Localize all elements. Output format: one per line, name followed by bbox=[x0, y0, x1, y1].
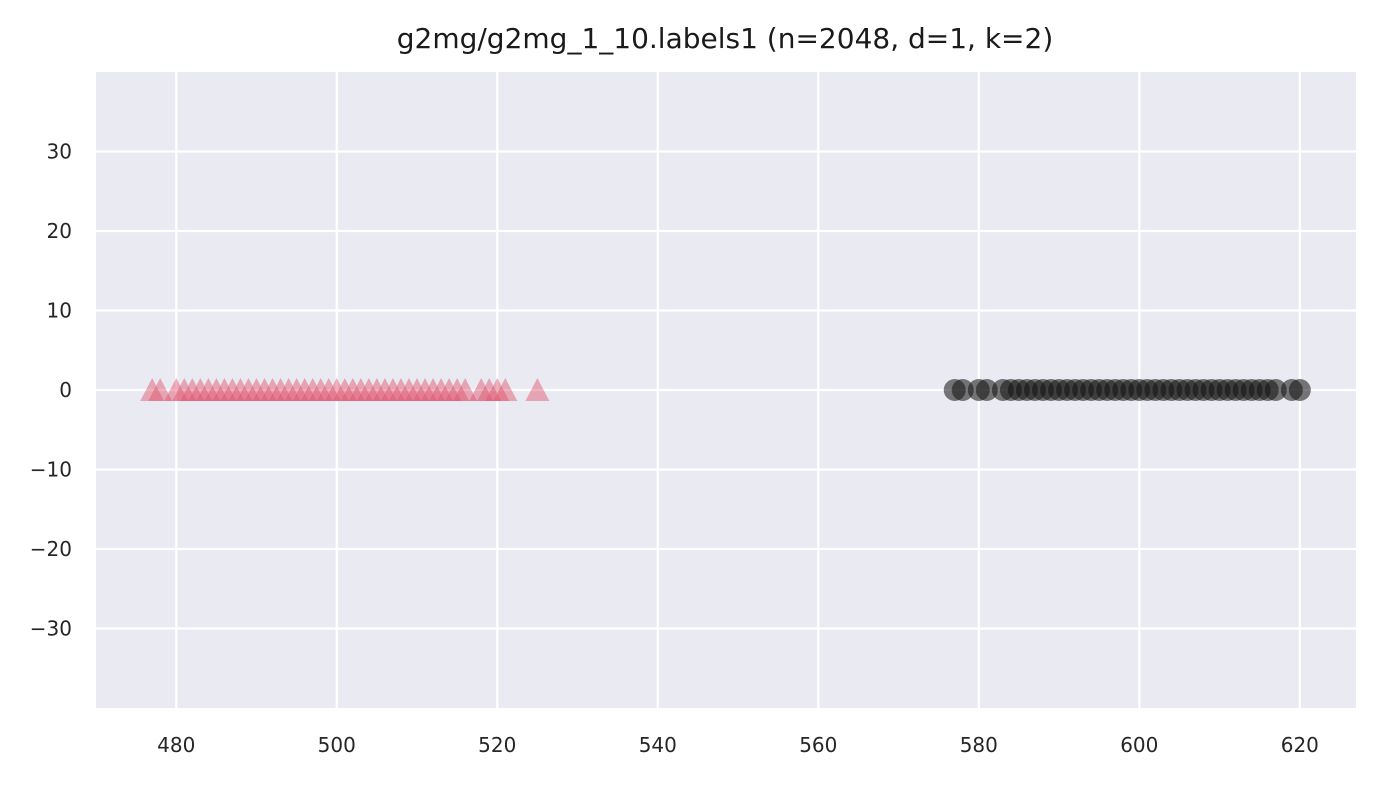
triangle-point bbox=[388, 378, 413, 401]
circle-point bbox=[1288, 379, 1311, 401]
triangle-point bbox=[252, 378, 277, 401]
triangle-point bbox=[437, 378, 462, 401]
y-tick-label: −20 bbox=[30, 537, 72, 561]
y-axis-ticks: 30 20 10 0 −10 −20 −30 bbox=[30, 140, 72, 641]
triangle-point bbox=[212, 378, 237, 401]
triangle-point bbox=[260, 378, 285, 401]
triangle-point bbox=[380, 378, 405, 401]
triangle-point bbox=[332, 378, 357, 401]
circle-point bbox=[975, 379, 998, 401]
chart-title: g2mg/g2mg_1_10.labels1 (n=2048, d=1, k=2… bbox=[396, 22, 1054, 55]
triangle-point bbox=[188, 378, 213, 401]
triangle-point bbox=[348, 378, 373, 401]
triangle-point bbox=[453, 378, 478, 401]
x-tick-label: 540 bbox=[639, 733, 677, 757]
triangle-point bbox=[244, 378, 269, 401]
y-tick-label: 0 bbox=[59, 378, 72, 402]
triangle-point bbox=[340, 378, 365, 401]
series-circles bbox=[943, 379, 1311, 401]
triangle-point bbox=[268, 378, 293, 401]
triangle-point bbox=[396, 378, 421, 401]
triangle-point bbox=[204, 378, 229, 401]
x-tick-label: 580 bbox=[960, 733, 998, 757]
triangle-point bbox=[429, 378, 454, 401]
x-tick-label: 560 bbox=[799, 733, 837, 757]
triangle-point bbox=[300, 378, 325, 401]
triangle-point bbox=[324, 378, 349, 401]
y-tick-label: −30 bbox=[30, 617, 72, 641]
circle-point bbox=[951, 379, 974, 401]
triangle-point bbox=[140, 378, 165, 401]
x-axis-ticks: 480 500 520 540 560 580 600 620 bbox=[157, 733, 1319, 757]
triangle-point bbox=[525, 378, 550, 401]
circle-point bbox=[1264, 379, 1287, 401]
y-tick-label: 30 bbox=[47, 140, 72, 164]
triangle-point bbox=[148, 378, 173, 401]
triangle-point bbox=[180, 378, 205, 401]
y-tick-label: −10 bbox=[30, 458, 72, 482]
triangle-point bbox=[236, 378, 261, 401]
triangle-point bbox=[413, 378, 438, 401]
triangle-point bbox=[445, 378, 470, 401]
x-tick-label: 500 bbox=[318, 733, 356, 757]
triangle-point bbox=[364, 378, 389, 401]
triangle-point bbox=[493, 378, 518, 401]
triangle-point bbox=[164, 378, 189, 401]
x-tick-label: 620 bbox=[1281, 733, 1319, 757]
triangle-point bbox=[220, 378, 245, 401]
y-tick-label: 10 bbox=[47, 299, 72, 323]
triangle-point bbox=[172, 378, 197, 401]
triangle-point bbox=[228, 378, 253, 401]
triangle-point bbox=[308, 378, 333, 401]
triangle-point bbox=[372, 378, 397, 401]
triangle-point bbox=[196, 378, 221, 401]
triangle-point bbox=[284, 378, 309, 401]
triangle-point bbox=[316, 378, 341, 401]
x-tick-label: 520 bbox=[478, 733, 516, 757]
triangle-point bbox=[421, 378, 446, 401]
triangle-point bbox=[405, 378, 430, 401]
triangle-point bbox=[485, 378, 510, 401]
series-triangles bbox=[140, 378, 550, 401]
triangle-point bbox=[477, 378, 502, 401]
y-tick-label: 20 bbox=[47, 219, 72, 243]
triangle-point bbox=[356, 378, 381, 401]
triangle-point bbox=[469, 378, 494, 401]
x-tick-label: 600 bbox=[1120, 733, 1158, 757]
triangle-point bbox=[276, 378, 301, 401]
triangle-point bbox=[292, 378, 317, 401]
x-tick-label: 480 bbox=[157, 733, 195, 757]
